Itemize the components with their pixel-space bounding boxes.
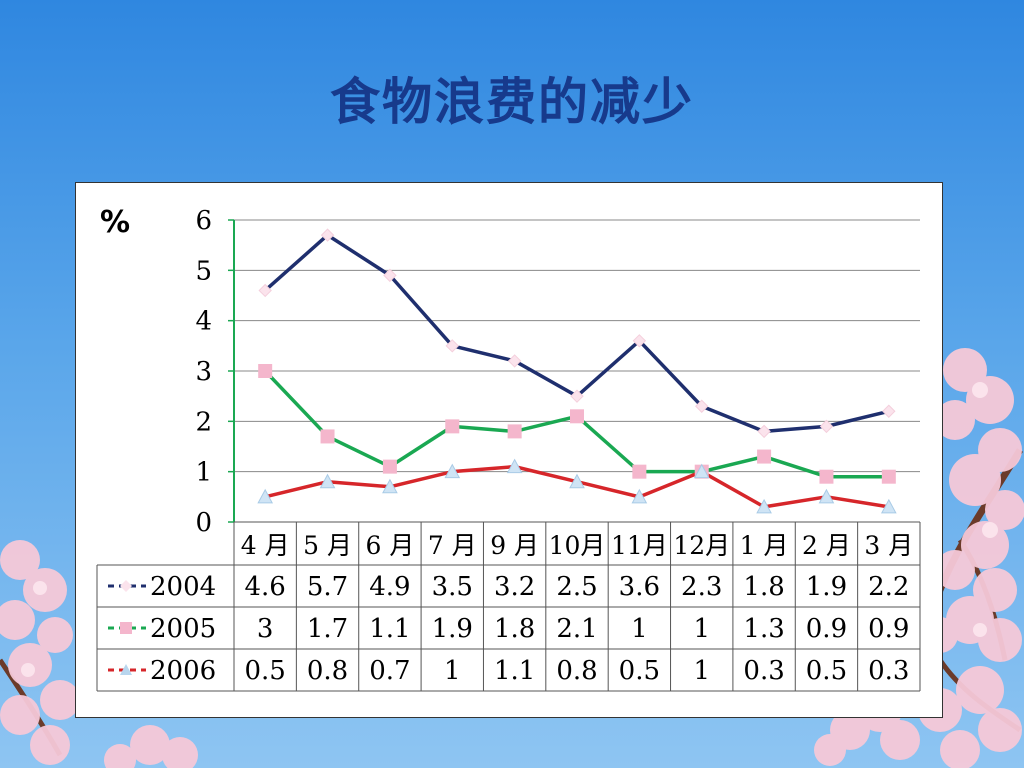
slide-title: 食物浪费的减少 [330,73,694,131]
chart-panel [75,182,943,718]
cherry-blossom-decoration-left [0,540,198,768]
y-unit-label: % [100,205,131,240]
